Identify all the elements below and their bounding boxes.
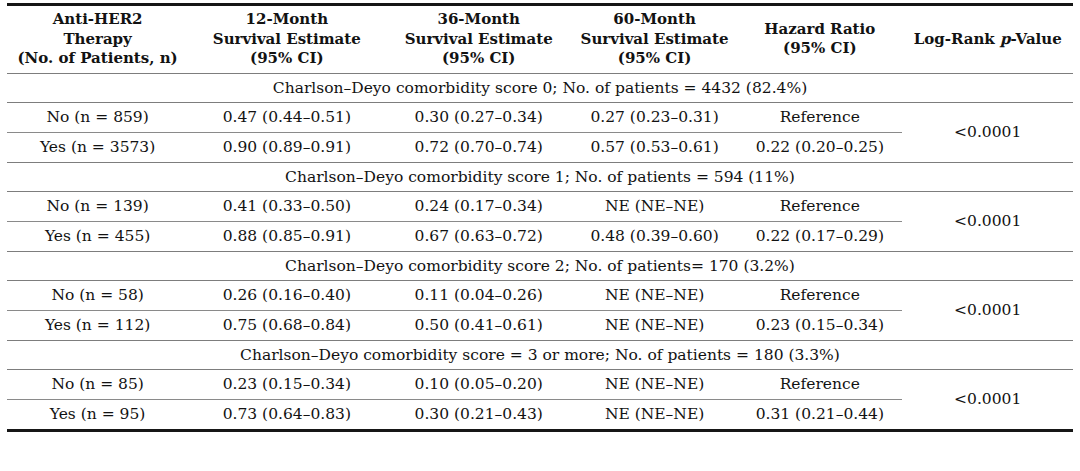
col-header-60-month-label: 60-Month Survival Estimate (95% CI) xyxy=(581,10,729,67)
table-row: No (n = 58) 0.26 (0.16–0.40) 0.11 (0.04–… xyxy=(7,280,1073,310)
therapy-cell: Yes (n = 95) xyxy=(7,399,188,430)
table-row: No (n = 85) 0.23 (0.15–0.34) 0.10 (0.05–… xyxy=(7,369,1073,399)
hazard-ratio-cell: Reference xyxy=(737,369,902,399)
table-body: Charlson–Deyo comorbidity score 0; No. o… xyxy=(7,73,1073,430)
survival-36-cell: 0.10 (0.05–0.20) xyxy=(385,369,572,399)
survival-12-cell: 0.47 (0.44–0.51) xyxy=(188,102,385,132)
table-header: Anti-HER2 Therapy (No. of Patients, n) 1… xyxy=(7,5,1073,74)
p-value-cell: <0.0001 xyxy=(902,191,1073,251)
survival-36-cell: 0.11 (0.04–0.26) xyxy=(385,280,572,310)
survival-36-cell: 0.24 (0.17–0.34) xyxy=(385,191,572,221)
col-header-60-month: 60-Month Survival Estimate (95% CI) xyxy=(572,5,737,74)
therapy-cell: No (n = 85) xyxy=(7,369,188,399)
survival-60-cell: 0.57 (0.53–0.61) xyxy=(572,132,737,162)
survival-12-cell: 0.26 (0.16–0.40) xyxy=(188,280,385,310)
hazard-ratio-cell: 0.31 (0.21–0.44) xyxy=(737,399,902,430)
survival-12-cell: 0.75 (0.68–0.84) xyxy=(188,310,385,340)
hazard-ratio-cell: 0.22 (0.17–0.29) xyxy=(737,221,902,251)
survival-60-cell: NE (NE–NE) xyxy=(572,310,737,340)
section-title: Charlson–Deyo comorbidity score 2; No. o… xyxy=(7,251,1073,280)
col-header-therapy: Anti-HER2 Therapy (No. of Patients, n) xyxy=(7,5,188,74)
survival-table: Anti-HER2 Therapy (No. of Patients, n) 1… xyxy=(7,3,1073,432)
p-value-cell: <0.0001 xyxy=(902,369,1073,430)
section-header-row: Charlson–Deyo comorbidity score = 3 or m… xyxy=(7,340,1073,369)
therapy-cell: Yes (n = 455) xyxy=(7,221,188,251)
hazard-ratio-cell: Reference xyxy=(737,191,902,221)
col-header-36-month: 36-Month Survival Estimate (95% CI) xyxy=(385,5,572,74)
survival-36-cell: 0.67 (0.63–0.72) xyxy=(385,221,572,251)
survival-12-cell: 0.88 (0.85–0.91) xyxy=(188,221,385,251)
col-header-36-month-label: 36-Month Survival Estimate (95% CI) xyxy=(405,10,553,67)
section-title: Charlson–Deyo comorbidity score 1; No. o… xyxy=(7,162,1073,191)
survival-60-cell: NE (NE–NE) xyxy=(572,280,737,310)
survival-60-cell: NE (NE–NE) xyxy=(572,191,737,221)
survival-36-cell: 0.50 (0.41–0.61) xyxy=(385,310,572,340)
p-value-cell: <0.0001 xyxy=(902,102,1073,162)
therapy-cell: Yes (n = 112) xyxy=(7,310,188,340)
hazard-ratio-cell: 0.22 (0.20–0.25) xyxy=(737,132,902,162)
section-header-row: Charlson–Deyo comorbidity score 0; No. o… xyxy=(7,73,1073,102)
survival-60-cell: NE (NE–NE) xyxy=(572,369,737,399)
survival-36-cell: 0.30 (0.21–0.43) xyxy=(385,399,572,430)
table-row: No (n = 859) 0.47 (0.44–0.51) 0.30 (0.27… xyxy=(7,102,1073,132)
survival-36-cell: 0.72 (0.70–0.74) xyxy=(385,132,572,162)
survival-60-cell: 0.48 (0.39–0.60) xyxy=(572,221,737,251)
header-row: Anti-HER2 Therapy (No. of Patients, n) 1… xyxy=(7,5,1073,74)
survival-60-cell: 0.27 (0.23–0.31) xyxy=(572,102,737,132)
therapy-cell: Yes (n = 3573) xyxy=(7,132,188,162)
survival-12-cell: 0.23 (0.15–0.34) xyxy=(188,369,385,399)
survival-36-cell: 0.30 (0.27–0.34) xyxy=(385,102,572,132)
hazard-ratio-cell: Reference xyxy=(737,102,902,132)
col-header-12-month: 12-Month Survival Estimate (95% CI) xyxy=(188,5,385,74)
survival-60-cell: NE (NE–NE) xyxy=(572,399,737,430)
therapy-cell: No (n = 58) xyxy=(7,280,188,310)
survival-12-cell: 0.90 (0.89–0.91) xyxy=(188,132,385,162)
section-title: Charlson–Deyo comorbidity score = 3 or m… xyxy=(7,340,1073,369)
col-header-therapy-label: Anti-HER2 Therapy (No. of Patients, n) xyxy=(18,10,178,67)
section-header-row: Charlson–Deyo comorbidity score 1; No. o… xyxy=(7,162,1073,191)
section-header-row: Charlson–Deyo comorbidity score 2; No. o… xyxy=(7,251,1073,280)
table-row: No (n = 139) 0.41 (0.33–0.50) 0.24 (0.17… xyxy=(7,191,1073,221)
therapy-cell: No (n = 139) xyxy=(7,191,188,221)
hazard-ratio-cell: 0.23 (0.15–0.34) xyxy=(737,310,902,340)
col-header-pvalue-post: -Value xyxy=(1010,30,1061,48)
paper-table-page: Anti-HER2 Therapy (No. of Patients, n) 1… xyxy=(0,0,1080,471)
col-header-pvalue-pre: Log-Rank xyxy=(914,30,1000,48)
survival-12-cell: 0.41 (0.33–0.50) xyxy=(188,191,385,221)
therapy-cell: No (n = 859) xyxy=(7,102,188,132)
p-value-cell: <0.0001 xyxy=(902,280,1073,340)
survival-12-cell: 0.73 (0.64–0.83) xyxy=(188,399,385,430)
col-header-hazard-ratio-label: Hazard Ratio (95% CI) xyxy=(764,20,875,58)
col-header-hazard-ratio: Hazard Ratio (95% CI) xyxy=(737,5,902,74)
col-header-12-month-label: 12-Month Survival Estimate (95% CI) xyxy=(213,10,361,67)
col-header-pvalue: Log-Rank p-Value xyxy=(902,5,1073,74)
section-title: Charlson–Deyo comorbidity score 0; No. o… xyxy=(7,73,1073,102)
col-header-pvalue-p: p xyxy=(1000,30,1011,48)
hazard-ratio-cell: Reference xyxy=(737,280,902,310)
